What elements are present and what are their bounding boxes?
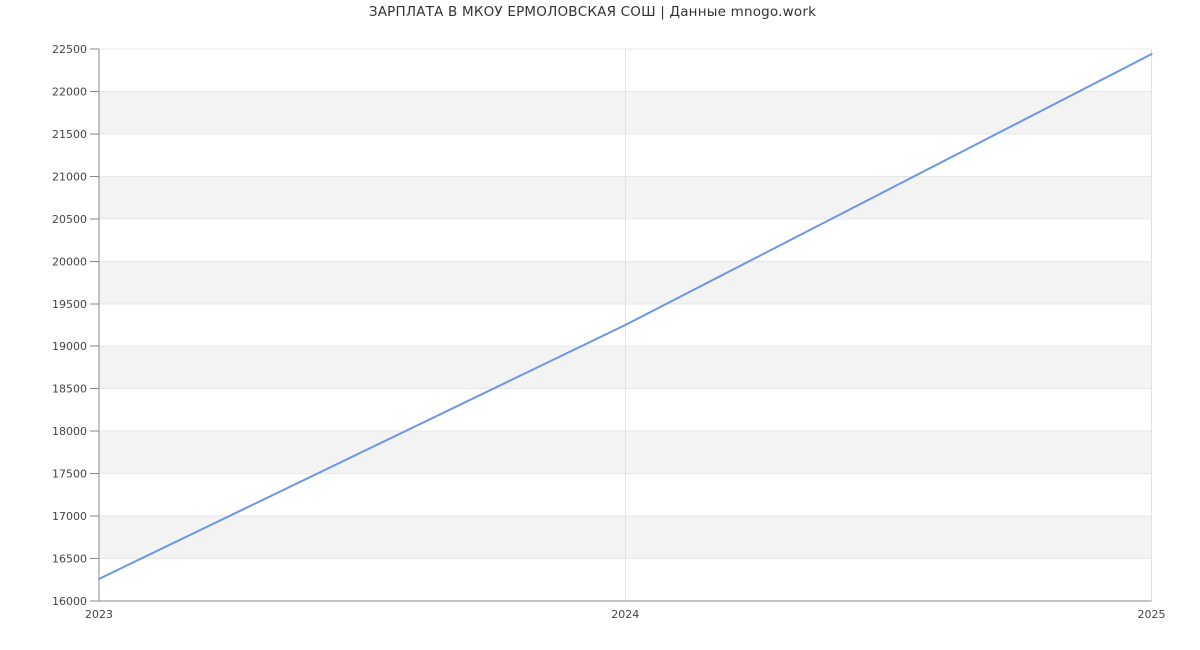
- y-axis-label: 21000: [52, 170, 87, 183]
- x-axis-label: 2024: [611, 608, 639, 621]
- y-axis-label: 20000: [52, 255, 87, 268]
- axis-lines: [98, 49, 1152, 602]
- y-axis-label: 17500: [52, 468, 87, 481]
- salary-line-series: [98, 53, 1153, 580]
- x-axis-label: 2023: [85, 608, 113, 621]
- y-axis-label: 20500: [52, 213, 87, 226]
- y-axis-label: 16000: [52, 595, 87, 608]
- y-axis-labels: 16000 16500 17000 17500 18000 18500 19000 19500…: [52, 43, 87, 608]
- y-axis-label: 22000: [52, 85, 87, 98]
- y-axis-label: 19500: [52, 298, 87, 311]
- chart-title: ЗАРПЛАТА В МКОУ ЕРМОЛОВСКАЯ СОШ | Данные…: [368, 4, 817, 20]
- series-lines: [98, 53, 1153, 580]
- y-axis-label: 19000: [52, 340, 87, 353]
- y-axis-label: 22500: [52, 43, 87, 56]
- y-axis-label: 21500: [52, 128, 87, 141]
- y-axis-label: 18500: [52, 383, 87, 396]
- y-axis-label: 17000: [52, 510, 87, 523]
- y-axis-label: 18000: [52, 425, 87, 438]
- x-axis-labels: 2023 2024 2025: [85, 608, 1166, 621]
- y-axis-ticks: [90, 48, 99, 602]
- x-axis-label: 2025: [1138, 608, 1166, 621]
- y-axis-label: 16500: [52, 553, 87, 566]
